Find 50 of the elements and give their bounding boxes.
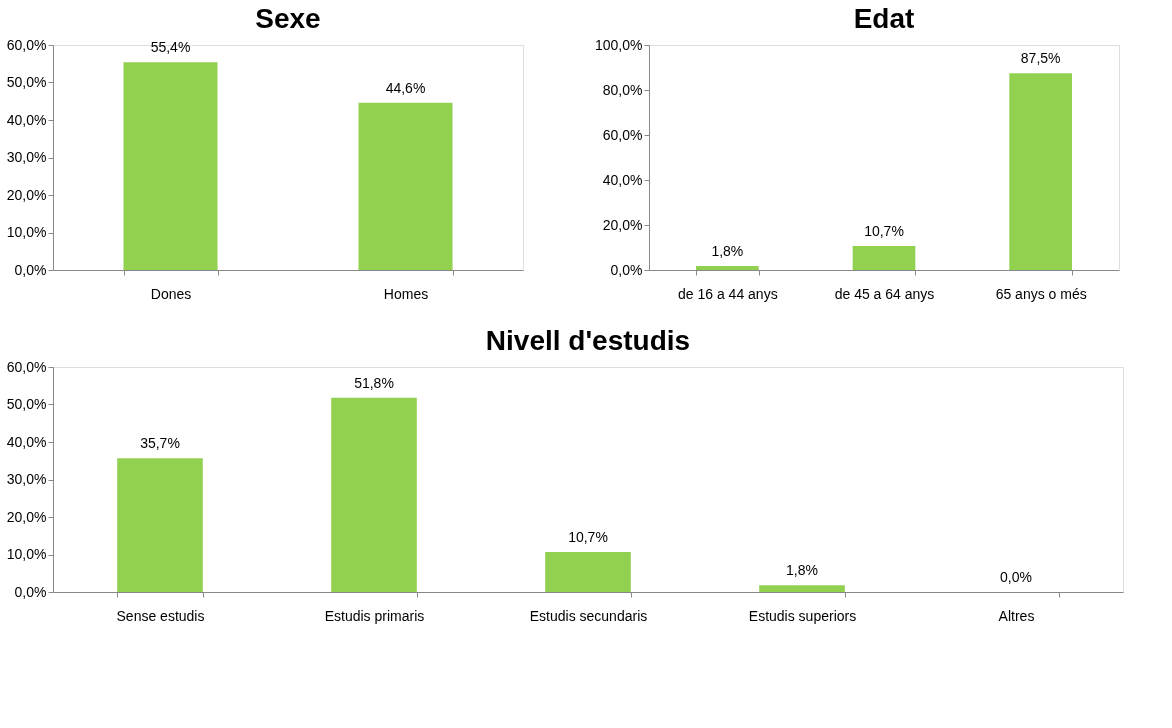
y-tick-label: 0,0% bbox=[14, 583, 47, 600]
x-tick-label: Estudis superiors bbox=[748, 607, 857, 624]
x-tick-label: de 16 a 44 anys bbox=[678, 285, 778, 302]
data-label: 55,4% bbox=[150, 39, 191, 56]
y-tick-label: 100,0% bbox=[595, 36, 643, 53]
data-label: 87,5% bbox=[1020, 50, 1061, 67]
y-tick-label: 20,0% bbox=[602, 216, 643, 233]
x-tick-label: Estudis secundaris bbox=[529, 607, 648, 624]
x-tick-label: Homes bbox=[383, 285, 429, 302]
bar bbox=[852, 245, 916, 270]
y-tick-label: 0,0% bbox=[610, 261, 643, 278]
data-label: 35,7% bbox=[140, 435, 180, 452]
x-tick-label: Altres bbox=[998, 607, 1035, 624]
y-tick-label: 20,0% bbox=[6, 186, 47, 203]
y-tick-label: 40,0% bbox=[6, 111, 47, 128]
data-label: 10,7% bbox=[864, 222, 904, 239]
y-tick-label: 60,0% bbox=[6, 36, 47, 53]
bar bbox=[331, 397, 417, 592]
bar bbox=[696, 265, 759, 270]
y-tick-label: 50,0% bbox=[6, 74, 47, 90]
x-tick-label: Dones bbox=[150, 285, 192, 302]
y-tick-label: 60,0% bbox=[602, 126, 643, 143]
y-tick-label: 0,0% bbox=[14, 261, 47, 278]
data-label: 1,8% bbox=[711, 242, 744, 259]
data-label: 10,7% bbox=[568, 528, 608, 545]
x-tick-label: Sense estudis bbox=[116, 607, 205, 624]
x-tick-label: de 45 a 64 anys bbox=[834, 285, 935, 302]
data-label: 44,6% bbox=[385, 79, 426, 96]
y-tick-label: 40,0% bbox=[602, 171, 643, 188]
x-tick-label: 65 anys o més bbox=[995, 285, 1087, 302]
data-label: 1,8% bbox=[786, 562, 818, 579]
y-tick-label: 20,0% bbox=[6, 508, 47, 525]
bar bbox=[545, 551, 631, 592]
x-tick-label: Estudis primaris bbox=[324, 607, 425, 624]
y-tick-label: 80,0% bbox=[602, 81, 643, 98]
y-tick-label: 30,0% bbox=[6, 471, 47, 487]
data-label: 51,8% bbox=[354, 374, 394, 391]
chart-title: Sexe bbox=[255, 3, 321, 34]
y-tick-label: 60,0% bbox=[6, 358, 47, 375]
chart-title: Edat bbox=[853, 3, 915, 34]
y-tick-label: 30,0% bbox=[6, 149, 47, 165]
y-tick-label: 50,0% bbox=[6, 396, 47, 412]
y-tick-label: 10,0% bbox=[6, 546, 47, 562]
y-tick-label: 10,0% bbox=[6, 224, 47, 240]
y-tick-label: 40,0% bbox=[6, 433, 47, 450]
bar bbox=[117, 458, 203, 592]
data-label: 0,0% bbox=[1000, 569, 1032, 585]
bar bbox=[759, 585, 845, 592]
chart-title: Nivell d'estudis bbox=[485, 325, 691, 356]
bar bbox=[1009, 73, 1072, 270]
